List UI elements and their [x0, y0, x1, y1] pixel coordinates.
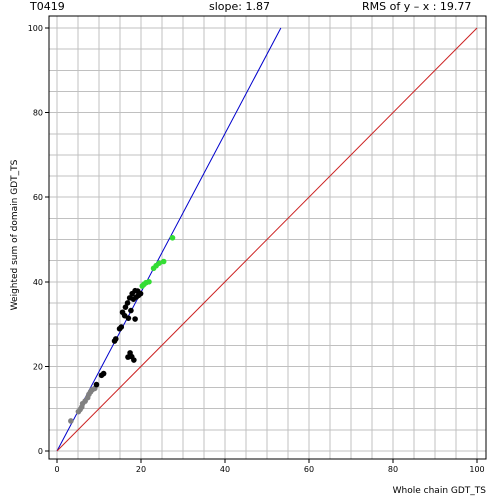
plot-border: [48, 15, 487, 460]
data-point: [118, 324, 125, 330]
axis-ticks: 0 20 40 60 80 100 0 20 40 60 80 100: [28, 24, 485, 474]
data-point: [100, 370, 107, 377]
x-tick-label: 60: [304, 465, 314, 474]
y-tick-label: 0: [38, 447, 43, 456]
data-point: [160, 258, 167, 265]
data-point: [68, 418, 74, 424]
y-tick-label: 40: [33, 278, 43, 287]
grid: [49, 16, 486, 459]
fit-line: [56, 27, 282, 452]
x-tick-label: 0: [54, 465, 59, 474]
data-point: [113, 336, 119, 342]
rms-readout: RMS of y – x : 19.77: [362, 0, 472, 13]
x-tick-label: 40: [220, 465, 230, 474]
x-axis-title: Whole chain GDT_TS: [393, 486, 487, 496]
data-point: [128, 307, 134, 314]
reference-lines: [56, 27, 478, 452]
data-point: [124, 300, 131, 306]
x-tick-label: 100: [469, 465, 484, 474]
data-point: [146, 279, 152, 285]
data-point: [131, 357, 137, 363]
y-tick-label: 100: [28, 24, 43, 33]
data-point: [93, 381, 100, 388]
data-points: [68, 235, 176, 424]
data-point: [169, 235, 176, 241]
diagonal-line: [56, 27, 478, 452]
x-tick-label: 20: [136, 465, 146, 474]
data-point: [132, 316, 138, 322]
y-axis-title: Weighted sum of domain GDT_TS: [10, 159, 20, 310]
plot-frame: [48, 15, 487, 460]
data-point: [156, 260, 162, 266]
y-tick-label: 20: [33, 362, 43, 371]
y-tick-label: 60: [33, 193, 43, 202]
target-id: T0419: [30, 0, 65, 13]
data-point: [125, 315, 132, 321]
y-tick-label: 80: [33, 109, 43, 118]
x-tick-label: 80: [388, 465, 398, 474]
slope-readout: slope: 1.87: [209, 0, 270, 13]
data-point: [122, 304, 129, 310]
data-point: [137, 290, 144, 297]
